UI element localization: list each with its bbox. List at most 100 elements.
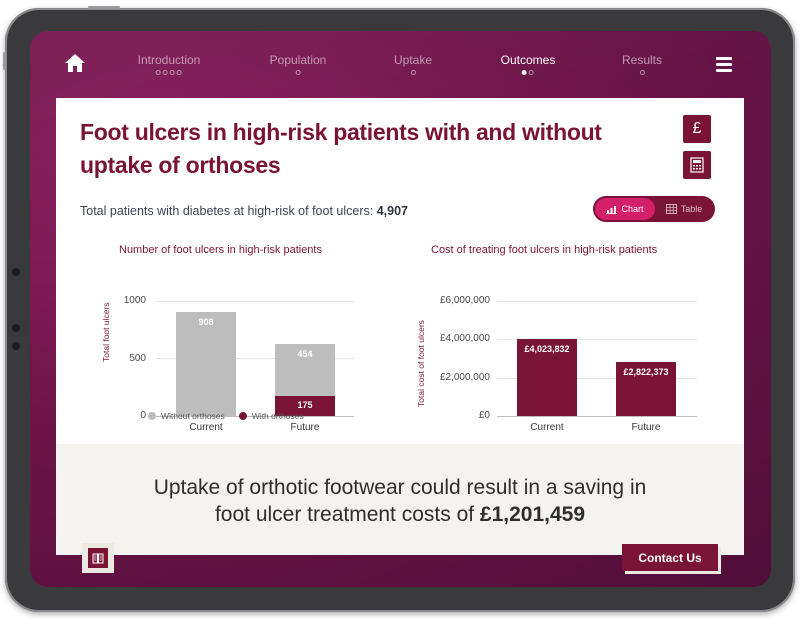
y-tick: £2,000,000	[439, 372, 490, 383]
x-axis-line	[156, 416, 354, 417]
nav-tab-label: Results	[621, 53, 663, 67]
legend-swatch	[148, 412, 156, 420]
nav-tab-uptake[interactable]: Uptake	[394, 53, 432, 75]
total-patients-value: 4,907	[376, 204, 408, 218]
calculator-button[interactable]	[683, 151, 711, 179]
bar-value-label: 454	[297, 349, 313, 359]
x-category-label: Current	[530, 422, 564, 433]
chart-view-label: Chart	[621, 204, 644, 214]
legend-swatch	[238, 412, 247, 420]
pound-icon: £	[692, 120, 702, 137]
total-patients-summary: Total patients with diabetes at high-ris…	[80, 204, 408, 218]
saving-line-2-prefix: foot ulcer treatment costs of	[214, 503, 480, 526]
saving-amount: £1,201,459	[479, 503, 586, 526]
bar-future-cost[interactable]	[616, 362, 676, 416]
table-grid-icon	[665, 204, 677, 214]
chart-title: Cost of treating foot ulcers in high-ris…	[431, 244, 658, 256]
bar-value-label: £2,822,373	[623, 367, 669, 377]
nav-tab-label: Introduction	[137, 53, 201, 67]
device-top-button	[88, 6, 120, 9]
device-side-button	[3, 52, 6, 70]
legend-item-with-orthoses[interactable]: With orthoses	[238, 411, 304, 421]
progress-dots	[622, 70, 662, 75]
y-tick: 500	[129, 353, 146, 364]
table-view-button[interactable]: Table	[655, 198, 713, 220]
y-tick: 0	[140, 410, 146, 421]
bar-current-without-orthoses[interactable]	[176, 312, 236, 416]
table-view-label: Table	[680, 204, 703, 214]
menu-bar	[716, 69, 732, 72]
chart-view-button[interactable]: Chart	[595, 198, 655, 220]
bar-chart-icon	[606, 205, 618, 214]
y-tick: £0	[478, 410, 490, 421]
notes-book-icon	[88, 548, 108, 568]
bar-future-with-orthoses[interactable]	[275, 396, 335, 416]
nav-tab-introduction[interactable]: Introduction	[137, 53, 201, 75]
nav-tab-label: Outcomes	[500, 53, 556, 67]
home-button[interactable]	[64, 53, 86, 75]
page-title: Foot ulcers in high-risk patients with a…	[80, 119, 602, 178]
progress-dots	[270, 70, 327, 75]
saving-summary-panel: Uptake of orthotic footwear could result…	[56, 444, 744, 555]
x-category-label: Current	[189, 422, 223, 433]
book-icon	[92, 553, 104, 564]
gridline	[497, 378, 697, 379]
view-toggle: Chart Table	[593, 196, 715, 222]
y-tick: 1000	[123, 295, 146, 306]
bar-value-label: £4,023,832	[524, 344, 570, 354]
content-card: Foot ulcers in high-risk patients with a…	[56, 98, 744, 444]
nav-tab-outcomes[interactable]: Outcomes	[500, 53, 556, 75]
saving-line-1: Uptake of orthotic footwear could result…	[153, 476, 647, 499]
x-axis-line	[497, 416, 697, 417]
sensor-dot	[12, 324, 20, 332]
gridline	[156, 358, 354, 359]
gridline	[497, 339, 697, 340]
cost-settings-button[interactable]: £	[683, 115, 711, 143]
sensor-dot	[12, 342, 20, 350]
x-category-label: Future	[631, 422, 661, 433]
nav-tab-label: Population	[269, 53, 327, 67]
bar-value-label: 908	[198, 317, 214, 327]
gridline	[497, 301, 697, 302]
saving-line-2: foot ulcer treatment costs of £1,201,459	[56, 501, 744, 528]
x-category-label: Future	[290, 422, 320, 433]
total-patients-label: Total patients with diabetes at high-ris…	[80, 204, 377, 218]
progress-dot	[529, 70, 534, 75]
app-screen: Introduction Population Uptake Outcomes …	[30, 31, 771, 587]
gridline	[156, 301, 354, 302]
home-icon	[65, 54, 85, 72]
calculator-icon	[690, 157, 704, 173]
y-tick: £6,000,000	[439, 295, 490, 306]
progress-dot	[639, 70, 645, 75]
contact-us-button[interactable]: Contact Us	[622, 544, 718, 571]
hamburger-menu-button[interactable]	[716, 57, 732, 72]
chart-title: Number of foot ulcers in high-risk patie…	[119, 244, 322, 256]
nav-tab-population[interactable]: Population	[269, 53, 327, 75]
bar-current-cost[interactable]	[517, 339, 577, 416]
progress-dot	[410, 70, 416, 75]
progress-dot	[170, 70, 175, 75]
saving-summary-text: Uptake of orthotic footwear could result…	[56, 474, 744, 528]
bar-future-without-orthoses[interactable]	[275, 344, 335, 396]
progress-dot-current	[522, 70, 527, 75]
nav-tab-label: Uptake	[393, 53, 433, 67]
progress-dots	[501, 70, 556, 75]
legend-item-without-orthoses[interactable]: Without orthoses	[148, 411, 225, 421]
progress-dots	[394, 70, 432, 75]
hamburger-menu-icon	[716, 57, 732, 60]
legend-label: Without orthoses	[161, 411, 225, 421]
nav-tab-results[interactable]: Results	[622, 53, 662, 75]
y-tick: £4,000,000	[439, 333, 490, 344]
progress-dots	[138, 70, 201, 75]
y-axis-title: Total cost of foot ulcers	[416, 320, 426, 407]
legend-label: With orthoses	[251, 411, 304, 421]
camera-dot	[12, 268, 20, 276]
progress-dot	[163, 70, 168, 75]
notes-button[interactable]	[82, 543, 114, 573]
bar-value-label: 175	[297, 400, 313, 410]
progress-dot	[295, 70, 301, 75]
top-nav: Introduction Population Uptake Outcomes …	[30, 31, 771, 99]
chart-legend: Without orthoses With orthoses	[148, 411, 304, 421]
progress-dot	[177, 70, 182, 75]
menu-bar	[716, 63, 732, 66]
